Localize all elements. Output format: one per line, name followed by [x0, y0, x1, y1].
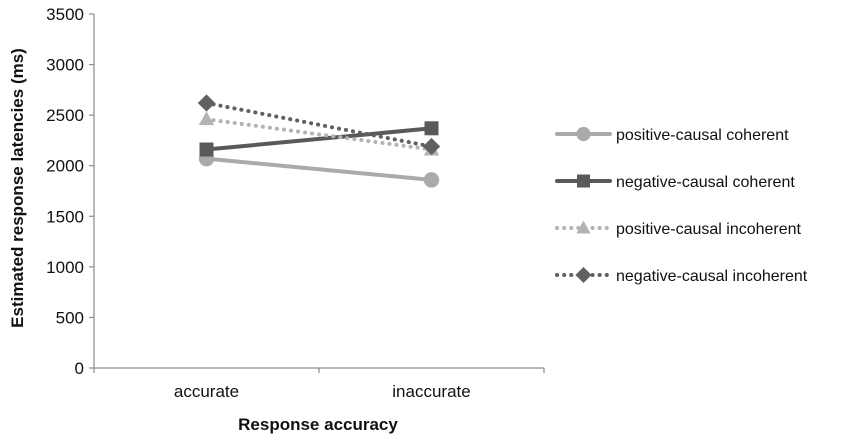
data-point [422, 137, 441, 156]
series-3 [197, 94, 441, 156]
legend-label: positive-causal incoherent [616, 221, 802, 238]
y-tick-label: 500 [56, 308, 84, 327]
x-axis-title: Response accuracy [238, 415, 398, 434]
legend-item: negative-causal coherent [555, 174, 795, 191]
series-0 [198, 150, 440, 188]
data-point [424, 121, 439, 136]
y-tick-label: 1500 [46, 207, 84, 226]
y-axis-title: Estimated response latencies (ms) [8, 48, 27, 328]
y-tick-label: 0 [75, 359, 84, 378]
y-tick-label: 3000 [46, 56, 84, 75]
data-point [198, 111, 215, 126]
legend-marker [577, 174, 590, 188]
legend-label: negative-causal coherent [616, 174, 795, 191]
legend-label: negative-causal incoherent [616, 268, 808, 285]
y-tick-label: 3500 [46, 5, 84, 24]
series-line [204, 156, 434, 182]
series-line [204, 101, 434, 149]
series-line [204, 117, 434, 152]
x-tick-label: accurate [174, 382, 239, 401]
y-tick-label: 2500 [46, 106, 84, 125]
legend-item: negative-causal incoherent [555, 266, 808, 285]
legend-marker [575, 266, 592, 284]
data-point [199, 142, 214, 157]
y-tick-label: 1000 [46, 258, 84, 277]
axes: 0 500 1000 1500 2000 2500 3000 3500 accurate inac… [46, 5, 545, 401]
series-line [204, 126, 434, 152]
legend: positive-causal coherent negative-causal … [555, 126, 808, 285]
data-point [423, 172, 440, 188]
x-tick-label: inaccurate [392, 382, 470, 401]
series-2 [198, 111, 440, 156]
legend-item: positive-causal incoherent [555, 220, 802, 238]
data-point [197, 94, 216, 112]
series-layer [197, 94, 441, 188]
legend-marker [576, 126, 591, 142]
legend-item: positive-causal coherent [555, 126, 789, 144]
legend-label: positive-causal coherent [616, 127, 789, 144]
y-tick-label: 2000 [46, 157, 84, 176]
legend-marker [576, 220, 591, 234]
series-1 [199, 121, 439, 157]
